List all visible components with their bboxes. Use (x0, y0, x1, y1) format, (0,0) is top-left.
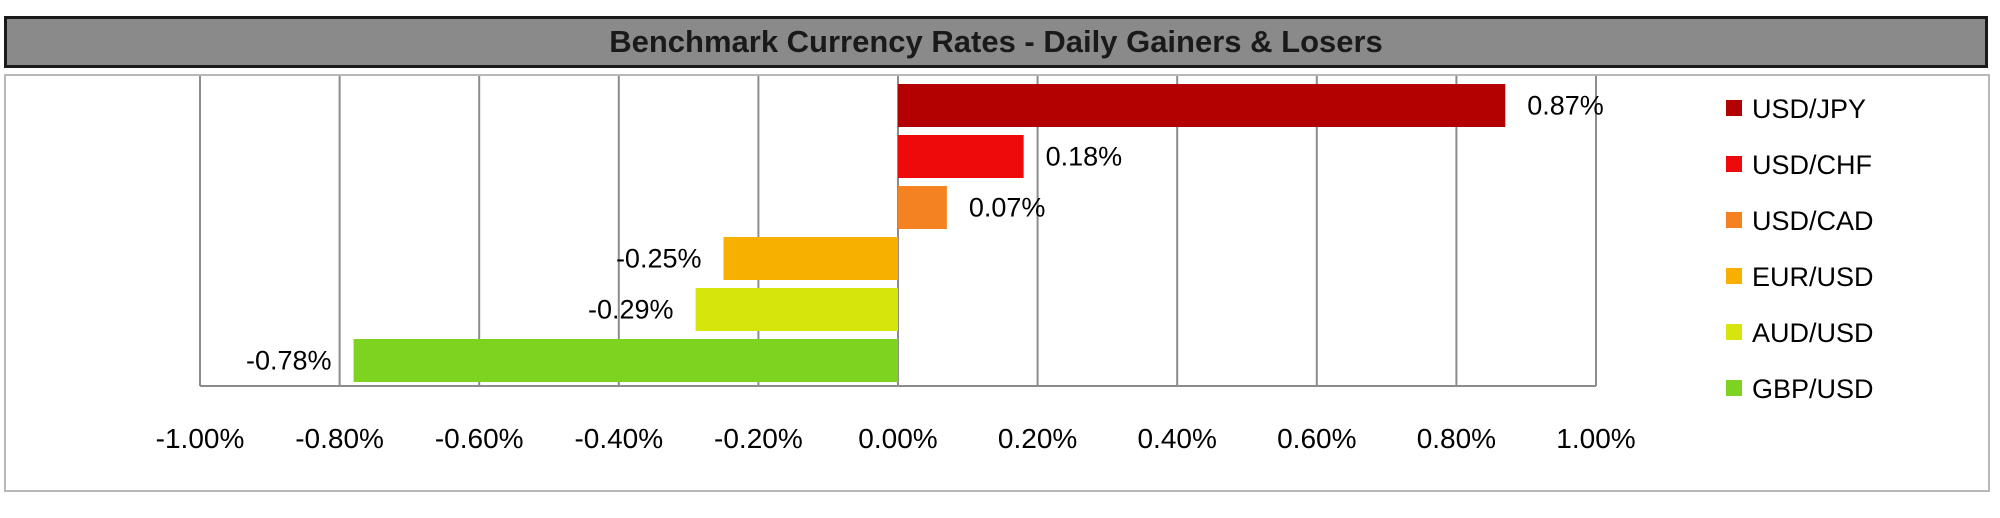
legend-swatch (1726, 212, 1742, 228)
legend-label: USD/CHF (1752, 150, 1872, 180)
legend-label: AUD/USD (1752, 318, 1874, 348)
chart-title-bar: Benchmark Currency Rates - Daily Gainers… (4, 16, 1988, 68)
legend-label: USD/CAD (1752, 206, 1874, 236)
x-tick-label: -0.80% (295, 423, 384, 454)
legend-label: GBP/USD (1752, 374, 1874, 404)
legend-label: USD/JPY (1752, 94, 1866, 124)
legend-swatch (1726, 100, 1742, 116)
bar-chart: -1.00% -0.80% -0.60% -0.40% -0.20% 0.00% 0.20%… (156, 76, 1874, 454)
data-label: 0.07% (969, 193, 1046, 223)
data-label: 0.87% (1527, 91, 1604, 121)
bar-eur-usd (723, 237, 898, 280)
data-label: -0.25% (616, 244, 702, 274)
legend-label: EUR/USD (1752, 262, 1874, 292)
x-tick-label: -0.40% (574, 423, 663, 454)
x-tick-label: -0.20% (714, 423, 803, 454)
x-tick-label: 0.20% (998, 423, 1077, 454)
data-label: -0.29% (588, 295, 674, 325)
data-label: 0.18% (1046, 142, 1123, 172)
legend-swatch (1726, 380, 1742, 396)
bar-usd-jpy (898, 84, 1506, 127)
bar-aud-usd (695, 288, 898, 331)
x-tick-label: 0.60% (1277, 423, 1356, 454)
x-tick-label: -0.60% (435, 423, 524, 454)
legend-swatch (1726, 268, 1742, 284)
x-tick-label: 0.80% (1417, 423, 1496, 454)
chart-title: Benchmark Currency Rates - Daily Gainers… (609, 24, 1383, 59)
bar-gbp-usd (353, 339, 898, 382)
legend-swatch (1726, 156, 1742, 172)
data-label: -0.78% (246, 346, 332, 376)
legend-swatch (1726, 324, 1742, 340)
bar-usd-cad (898, 186, 947, 229)
x-tick-label: 1.00% (1556, 423, 1635, 454)
bar-usd-chf (898, 135, 1024, 178)
x-tick-label: 0.00% (858, 423, 937, 454)
x-tick-label: -1.00% (156, 423, 245, 454)
chart-area: -1.00% -0.80% -0.60% -0.40% -0.20% 0.00% 0.20%… (4, 74, 1990, 492)
x-tick-label: 0.40% (1137, 423, 1216, 454)
